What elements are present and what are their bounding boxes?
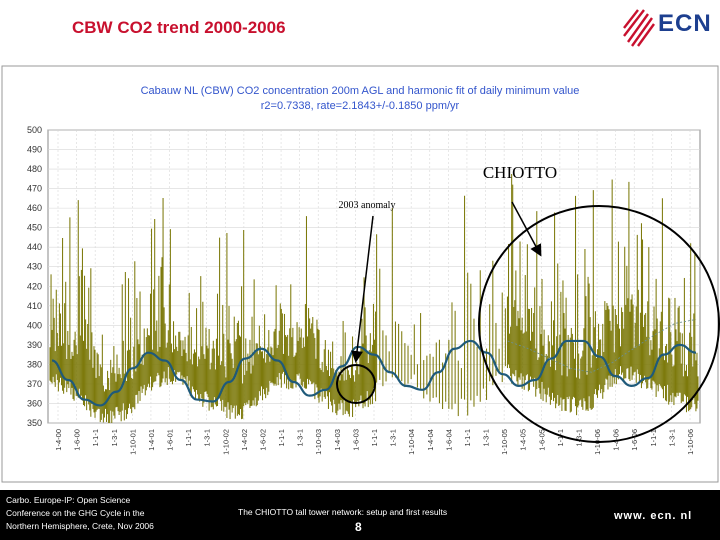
ecn-logo: ECN xyxy=(622,8,718,50)
slide-header: CBW CO2 trend 2000-2006 ECN xyxy=(0,0,720,58)
x-tick-label: 1-4-03 xyxy=(333,429,342,451)
y-axis: 350 360 370 380 390 400 410 420 430 440 450 460 470 4… xyxy=(27,125,42,428)
footer-presentation-title: The CHIOTTO tall tower network: setup an… xyxy=(238,507,448,517)
y-tick-label: 400 xyxy=(27,320,42,330)
chart-area: Cabauw NL (CBW) CO2 concentration 200m A… xyxy=(0,62,720,486)
x-tick-label: 1-1-1 xyxy=(556,429,565,447)
x-tick-label: 1-6-04 xyxy=(444,429,453,451)
x-tick-label: 1-3-1 xyxy=(667,429,676,447)
footer-website: www. ecn. nl xyxy=(614,510,693,522)
x-tick-label: 1-4-00 xyxy=(54,429,63,451)
footer-line-2: Conference on the GHG Cycle in the xyxy=(6,508,145,518)
ecn-logo-mark-icon xyxy=(623,9,655,47)
y-tick-label: 440 xyxy=(27,242,42,252)
x-tick-label: 1-1-1 xyxy=(277,429,286,447)
annotations: CHIOTTO 2003 anomaly xyxy=(336,163,720,443)
footer-conference: Carbo. Europe-IP: Open Science Conferenc… xyxy=(6,494,154,533)
x-tick-label: 1-1-1 xyxy=(370,429,379,447)
chiotto-label: CHIOTTO xyxy=(483,163,557,182)
anomaly-arrow xyxy=(351,215,374,363)
x-tick-label: 1-1-1 xyxy=(649,429,658,447)
x-tick-label: 1-10-01 xyxy=(128,429,137,455)
y-tick-label: 430 xyxy=(27,262,42,272)
harmonic-fit-series xyxy=(51,319,697,407)
x-tick-label: 1-3-1 xyxy=(296,429,305,447)
x-tick-label: 1-1-1 xyxy=(463,429,472,447)
x-tick-label: 1-4-02 xyxy=(240,429,249,451)
y-tick-label: 370 xyxy=(27,379,42,389)
harmonic-fit-line xyxy=(51,339,697,407)
chart-title: Cabauw NL (CBW) CO2 concentration 200m A… xyxy=(141,85,580,97)
raw-co2-series xyxy=(49,174,699,423)
x-tick-label: 1-3-1 xyxy=(389,429,398,447)
anomaly-label: 2003 anomaly xyxy=(339,200,396,211)
x-tick-label: 1-10-06 xyxy=(686,429,695,455)
footer-line-1: Carbo. Europe-IP: Open Science xyxy=(6,495,131,505)
y-tick-label: 360 xyxy=(27,398,42,408)
x-tick-label: 1-10-02 xyxy=(221,429,230,455)
x-tick-label: 1-10-04 xyxy=(407,429,416,455)
y-tick-label: 470 xyxy=(27,184,42,194)
chiotto-arrow xyxy=(511,201,542,257)
y-tick-label: 450 xyxy=(27,223,42,233)
x-tick-label: 1-10-03 xyxy=(314,429,323,455)
y-tick-label: 420 xyxy=(27,281,42,291)
x-tick-label: 1-3-1 xyxy=(203,429,212,447)
x-tick-label: 1-4-01 xyxy=(147,429,156,451)
x-tick-label: 1-1-1 xyxy=(91,429,100,447)
x-tick-label: 1-3-1 xyxy=(574,429,583,447)
x-tick-label: 1-6-06 xyxy=(630,429,639,451)
extrapolated-trend-line xyxy=(507,319,697,373)
footer-line-3: Northern Hemisphere, Crete, Nov 2006 xyxy=(6,521,154,531)
anomaly-circle xyxy=(336,364,376,404)
y-tick-label: 390 xyxy=(27,340,42,350)
x-tick-label: 1-4-04 xyxy=(426,429,435,451)
y-tick-label: 380 xyxy=(27,359,42,369)
chart-subtitle: r2=0.7338, rate=2.1843+/-0.1850 ppm/yr xyxy=(261,100,460,112)
x-tick-label: 1-3-1 xyxy=(482,429,491,447)
x-tick-label: 1-10-05 xyxy=(500,429,509,455)
x-tick-label: 1-1-1 xyxy=(184,429,193,447)
y-tick-label: 350 xyxy=(27,418,42,428)
x-tick-label: 1-6-02 xyxy=(258,429,267,451)
co2-chart: Cabauw NL (CBW) CO2 concentration 200m A… xyxy=(0,62,720,486)
y-tick-label: 490 xyxy=(27,145,42,155)
y-tick-label: 480 xyxy=(27,164,42,174)
y-tick-label: 500 xyxy=(27,125,42,135)
slide-title: CBW CO2 trend 2000-2006 xyxy=(72,18,286,37)
x-tick-label: 1-4-05 xyxy=(519,429,528,451)
slide-footer: Carbo. Europe-IP: Open Science Conferenc… xyxy=(0,490,720,540)
y-tick-label: 410 xyxy=(27,301,42,311)
x-tick-label: 1-6-00 xyxy=(73,429,82,451)
x-tick-label: 1-6-01 xyxy=(166,429,175,451)
x-tick-label: 1-3-1 xyxy=(110,429,119,447)
page-number: 8 xyxy=(355,520,362,534)
logo-text: ECN xyxy=(658,10,712,37)
x-tick-label: 1-6-05 xyxy=(537,429,546,451)
y-tick-label: 460 xyxy=(27,203,42,213)
x-tick-label: 1-6-03 xyxy=(351,429,360,451)
chiotto-ellipse xyxy=(478,205,720,443)
